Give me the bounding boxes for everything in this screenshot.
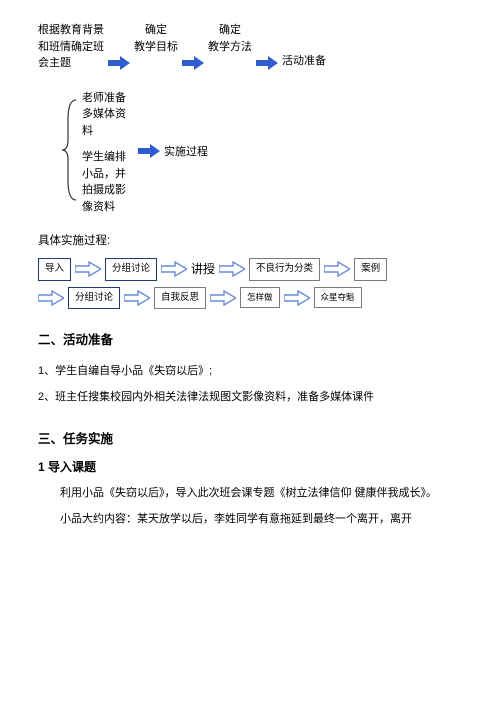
prep-item-1: 老师准备 多媒体资 料 (82, 90, 126, 140)
prep-block: 老师准备 多媒体资 料 学生编排 小品，并 拍摄成影 像资料 实施过程 (60, 90, 462, 216)
prep2-l3: 拍摄成影 (82, 182, 126, 199)
flow1-node4: 活动准备 (282, 53, 326, 70)
flow1-node1-l3: 会主题 (38, 55, 104, 72)
box-group-discuss: 分组讨论 (105, 258, 157, 280)
flow1-node1-l2: 和班情确定班 (38, 39, 104, 56)
flow1-node2-top: 确定 (145, 22, 167, 39)
arrow-icon (324, 261, 350, 277)
flow-top: 根据教育背景 和班情确定班 会主题 确定 教学目标 确定 教学方法 活动准备 (38, 22, 462, 72)
box-case: 案例 (354, 258, 387, 280)
heading-sec2: 二、活动准备 (38, 331, 462, 350)
impl-label: 实施过程 (164, 144, 208, 161)
flow1-node1-l1: 根据教育背景 (38, 22, 104, 39)
prep2-l2: 小品，并 (82, 166, 126, 183)
heading-sec3: 三、任务实施 (38, 430, 462, 449)
arrow-icon (124, 290, 150, 306)
heading-sec3-sub1: 1 导入课题 (38, 458, 462, 476)
box-group-discuss-2: 分组讨论 (68, 287, 120, 309)
flow1-node3-top: 确定 (219, 22, 241, 39)
arrow-icon (284, 290, 310, 306)
box-intro: 导入 (38, 258, 71, 280)
arrow-icon (210, 290, 236, 306)
flow1-node2-bot: 教学目标 (134, 39, 178, 56)
text-lecture: 讲授 (191, 260, 215, 278)
flow-row-2: 导入 分组讨论 讲授 不良行为分类 案例 (38, 258, 462, 280)
sec3-p2: 小品大约内容：某天放学以后，李姓同学有意拖延到最终一个离开，离开 (38, 508, 462, 530)
flow1-node2: 确定 教学目标 (134, 22, 178, 55)
sec2-item1: 1、学生自编自导小品《失窃以后》; (38, 360, 462, 382)
prep1-l3: 料 (82, 123, 126, 140)
sec2-item2: 2、班主任搜集校园内外相关法律法规图文影像资料，准备多媒体课件 (38, 386, 462, 408)
arrow-icon (182, 56, 204, 70)
arrow-icon (108, 56, 130, 70)
flow1-node4-label: 活动准备 (282, 53, 326, 70)
arrow-icon (161, 261, 187, 277)
box-stars: 众星夺魁 (314, 287, 362, 308)
prep2-l1: 学生编排 (82, 149, 126, 166)
sec3-p1: 利用小品《失窃以后》，导入此次班会课专题《树立法律信仰 健康伴我成长》。 (38, 482, 462, 504)
arrow-icon (219, 261, 245, 277)
box-self-reflect: 自我反思 (154, 287, 206, 309)
prep2-l4: 像资料 (82, 199, 126, 216)
arrow-icon (256, 56, 278, 70)
prep-item-2: 学生编排 小品，并 拍摄成影 像资料 (82, 149, 126, 215)
flow1-node3: 确定 教学方法 (208, 22, 252, 55)
bracket-icon (60, 98, 78, 208)
arrow-icon (138, 144, 160, 158)
prep1-l2: 多媒体资 (82, 106, 126, 123)
impl-process-label: 具体实施过程: (38, 233, 462, 250)
flow-row-3: 分组讨论 自我反思 怎样做 众星夺魁 (38, 287, 462, 309)
flow1-node3-bot: 教学方法 (208, 39, 252, 56)
prep-items: 老师准备 多媒体资 料 学生编排 小品，并 拍摄成影 像资料 (82, 90, 126, 216)
arrow-icon (75, 261, 101, 277)
prep1-l1: 老师准备 (82, 90, 126, 107)
arrow-icon (38, 290, 64, 306)
flow1-node1: 根据教育背景 和班情确定班 会主题 (38, 22, 104, 72)
box-howto: 怎样做 (240, 287, 280, 308)
box-bad-behavior: 不良行为分类 (249, 258, 320, 280)
